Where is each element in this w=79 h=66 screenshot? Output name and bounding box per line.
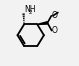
Text: NH: NH [24, 5, 36, 14]
Text: O: O [52, 11, 58, 20]
Text: O: O [52, 26, 58, 35]
Polygon shape [37, 22, 48, 24]
Text: 2: 2 [28, 10, 32, 15]
